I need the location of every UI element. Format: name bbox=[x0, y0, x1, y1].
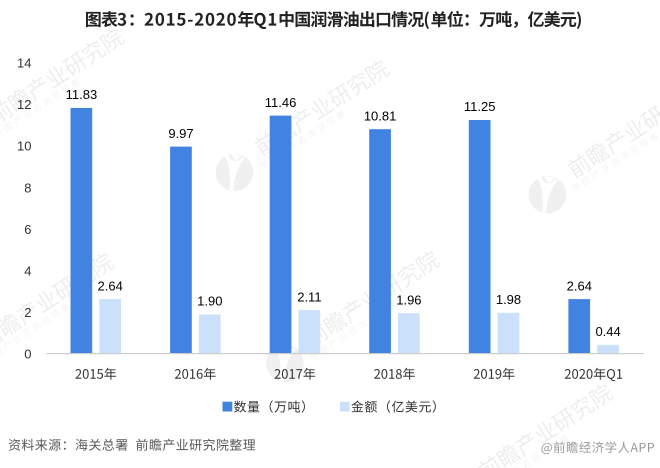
svg-text:0.44: 0.44 bbox=[595, 324, 620, 339]
svg-text:9.97: 9.97 bbox=[168, 126, 193, 141]
svg-text:2.11: 2.11 bbox=[297, 289, 321, 304]
svg-text:12: 12 bbox=[17, 97, 31, 112]
svg-text:2: 2 bbox=[24, 305, 31, 320]
svg-text:6: 6 bbox=[24, 222, 31, 237]
svg-text:1.90: 1.90 bbox=[197, 294, 222, 309]
svg-text:1.96: 1.96 bbox=[396, 292, 421, 307]
svg-text:10: 10 bbox=[17, 139, 31, 154]
svg-text:4: 4 bbox=[24, 264, 31, 279]
svg-text:0: 0 bbox=[24, 347, 31, 362]
svg-text:11.83: 11.83 bbox=[66, 87, 98, 102]
svg-text:2.64: 2.64 bbox=[567, 278, 592, 293]
svg-text:11.25: 11.25 bbox=[464, 99, 496, 114]
svg-text:8: 8 bbox=[24, 180, 31, 195]
svg-text:11.46: 11.46 bbox=[265, 95, 297, 110]
svg-text:14: 14 bbox=[17, 56, 31, 71]
svg-text:10.81: 10.81 bbox=[364, 108, 397, 123]
svg-text:1.98: 1.98 bbox=[496, 292, 521, 307]
svg-text:2.64: 2.64 bbox=[98, 278, 123, 293]
